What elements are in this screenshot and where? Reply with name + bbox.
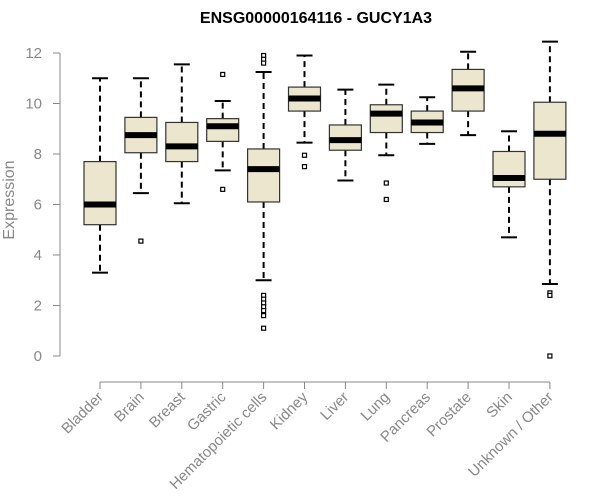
box-pancreas [410, 96, 444, 145]
outlier-point [220, 71, 226, 78]
chart-title: ENSG00000164116 - GUCY1A3 [200, 10, 432, 27]
iqr-box [165, 121, 199, 163]
x-tick-label: Brain [111, 389, 148, 426]
x-tick-label: Kidney [267, 388, 312, 433]
box-kidney [287, 54, 322, 170]
outlier-point [261, 60, 267, 66]
iqr-box [533, 101, 567, 180]
outlier-point [138, 238, 144, 244]
iqr-box [206, 118, 240, 142]
y-tick-label: 8 [34, 146, 42, 163]
iqr-box [369, 104, 403, 134]
box-bladder [83, 77, 117, 274]
outlier-point [547, 292, 553, 298]
iqr-box [247, 148, 281, 203]
box-brain [124, 77, 158, 244]
outlier-point [383, 196, 389, 203]
box-gastric [206, 71, 240, 192]
x-tick-label: Prostate [423, 389, 475, 441]
box-unknown-other [533, 40, 567, 359]
y-tick-label: 12 [25, 45, 42, 62]
x-tick-label: Lung [358, 389, 394, 425]
x-tick-label: Bladder [58, 389, 107, 438]
box-lung [369, 83, 403, 203]
y-tick-label: 0 [34, 348, 42, 365]
x-tick-label: Skin [483, 389, 516, 422]
y-tick-label: 2 [34, 298, 42, 315]
outlier-point [261, 307, 267, 314]
iqr-box [83, 160, 117, 226]
y-axis: 0 2 4 6 8 10 12 [25, 45, 61, 365]
x-tick-label: Breast [146, 388, 189, 431]
y-tick-label: 6 [34, 197, 42, 214]
outlier-point [261, 313, 267, 319]
boxes-group [83, 40, 567, 359]
outlier-point [220, 186, 226, 192]
y-axis-label: Expression [1, 160, 18, 239]
y-tick-label: 4 [34, 247, 42, 264]
outlier-point [301, 164, 308, 170]
outlier-point [383, 180, 389, 186]
box-breast [165, 63, 199, 205]
outlier-point [301, 152, 308, 158]
box-skin [492, 130, 526, 239]
box-liver [328, 88, 362, 182]
box-prostate [451, 50, 485, 137]
box-hematopoietic-cells [247, 52, 281, 331]
outlier-point [261, 325, 267, 331]
y-tick-label: 10 [25, 96, 42, 113]
iqr-box [492, 150, 526, 188]
outlier-point [547, 353, 553, 359]
x-tick-label: Liver [317, 389, 352, 424]
